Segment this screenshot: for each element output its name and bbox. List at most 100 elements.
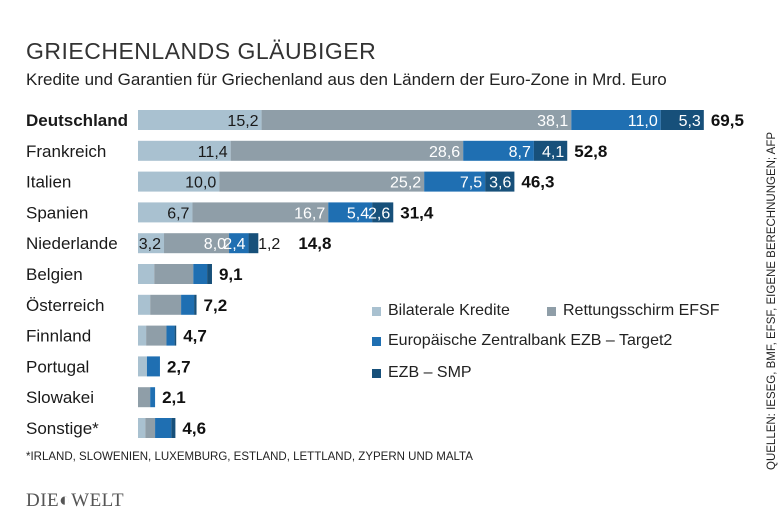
- bar-segment: [138, 387, 151, 408]
- segment-label: 25,2: [390, 175, 421, 192]
- bar-segment: [138, 110, 262, 130]
- segment-label: 11,4: [198, 144, 228, 161]
- segment-label: 3,6: [489, 175, 511, 192]
- bar-segment: [145, 418, 156, 438]
- bar-segment: [138, 233, 165, 254]
- bar-segment: [328, 202, 373, 223]
- legend-swatch: [547, 306, 556, 316]
- bar-segment: [146, 356, 160, 377]
- total-label: 4,6: [182, 419, 206, 438]
- category-label: Österreich: [26, 296, 104, 315]
- segment-label: 5,3: [679, 113, 701, 130]
- die-welt-logo: DIE◐WELT: [26, 490, 125, 511]
- bar-segment: [146, 325, 167, 346]
- bar-segment: [150, 294, 182, 315]
- segment-label: 15,2: [227, 113, 258, 130]
- legend-item-1: Rettungsschirm EFSF: [547, 302, 719, 320]
- total-label: 52,8: [574, 142, 607, 161]
- bar-segment: [230, 140, 464, 161]
- bar-segment: [194, 294, 197, 315]
- bar-segment: [660, 110, 704, 130]
- segment-label: 8,0: [204, 236, 226, 253]
- segment-label: 28,6: [429, 144, 460, 161]
- legend-label: EZB – SMP: [388, 364, 472, 381]
- category-label: Sonstige*: [26, 419, 99, 438]
- bar-segment: [533, 140, 568, 161]
- legend-item-2: Europäische Zentralbank EZB – Target2: [372, 332, 672, 350]
- segment-label: 2,4: [223, 236, 245, 253]
- segment-label: 3,2: [139, 236, 161, 253]
- bar-segment: [485, 171, 515, 192]
- segment-label: 10,0: [185, 175, 216, 192]
- bar-segment: [192, 202, 329, 223]
- bar-segment: [207, 264, 212, 284]
- bar-segment: [138, 356, 147, 377]
- segment-label: 38,1: [537, 113, 568, 130]
- bar-segment: [219, 171, 425, 192]
- total-label: 4,7: [183, 327, 207, 346]
- category-label: Niederlande: [26, 234, 118, 253]
- legend-item-0: Bilaterale Kredite: [372, 302, 510, 320]
- bar-segment: [424, 171, 486, 192]
- category-label: Frankreich: [26, 142, 106, 161]
- total-label: 69,5: [711, 111, 744, 130]
- chart-title: GRIECHENLANDS GLÄUBIGER: [26, 38, 377, 64]
- category-label: Italien: [26, 173, 71, 192]
- segment-label: 2,6: [368, 205, 390, 222]
- legend-label: Europäische Zentralbank EZB – Target2: [388, 332, 673, 349]
- legend-swatch: [372, 306, 381, 316]
- legend-swatch: [372, 336, 381, 346]
- total-label: 2,1: [162, 388, 186, 407]
- total-label: 2,7: [167, 357, 191, 376]
- footnote: *IRLAND, SLOWENIEN, LUXEMBURG, ESTLAND, …: [26, 451, 473, 463]
- legend-item-3: EZB – SMP: [372, 364, 472, 382]
- total-label: 46,3: [521, 173, 554, 192]
- bar-segment: [138, 264, 155, 284]
- bar-segment: [571, 110, 661, 130]
- category-label: Slowakei: [26, 388, 94, 407]
- bar-segment: [154, 264, 194, 284]
- segment-label: 4,1: [542, 144, 564, 161]
- segment-label: 6,7: [167, 205, 189, 222]
- bar-segment: [193, 264, 208, 284]
- category-label: Finnland: [26, 327, 91, 346]
- legend-label: Bilaterale Kredite: [388, 302, 510, 319]
- segment-label: 16,7: [294, 205, 325, 222]
- bar-segment: [138, 140, 231, 161]
- legend-swatch: [372, 368, 381, 378]
- segment-label: 7,5: [460, 175, 482, 192]
- bar-segment: [138, 171, 220, 192]
- bar-segment: [138, 418, 146, 438]
- bar-segment: [229, 233, 249, 254]
- total-label: 9,1: [219, 265, 243, 284]
- bar-segment: [174, 325, 177, 346]
- bar-segment: [138, 325, 147, 346]
- bar-segment: [166, 325, 175, 346]
- category-label: Portugal: [26, 357, 89, 376]
- bar-segment: [150, 387, 156, 408]
- total-label: 7,2: [204, 296, 228, 315]
- chart-subtitle: Kredite und Garantien für Griechenland a…: [26, 70, 667, 89]
- bar-segment: [463, 140, 534, 161]
- bar-segment: [261, 110, 572, 130]
- bar-segment: [181, 294, 195, 315]
- category-label: Deutschland: [26, 111, 128, 130]
- bar-segment: [138, 202, 193, 223]
- category-label: Belgien: [26, 265, 83, 284]
- segment-label: 8,7: [509, 144, 531, 161]
- legend-label: Rettungsschirm EFSF: [563, 302, 720, 319]
- bar-segment: [248, 233, 259, 254]
- total-label: 31,4: [400, 203, 434, 222]
- total-label: 14,8: [298, 234, 331, 253]
- bar-segment: [155, 418, 172, 438]
- source-note: QUELLEN: IESEG, BMF, EFSF, EIGENE BERECH…: [766, 131, 778, 470]
- segment-label: 5,4: [347, 205, 369, 222]
- segment-label: 11,0: [628, 113, 658, 130]
- bar-segment: [164, 233, 230, 254]
- bar-segment: [138, 294, 151, 315]
- bar-segment: [372, 202, 394, 223]
- segment-label: 1,2: [258, 236, 280, 253]
- bar-segment: [171, 418, 176, 438]
